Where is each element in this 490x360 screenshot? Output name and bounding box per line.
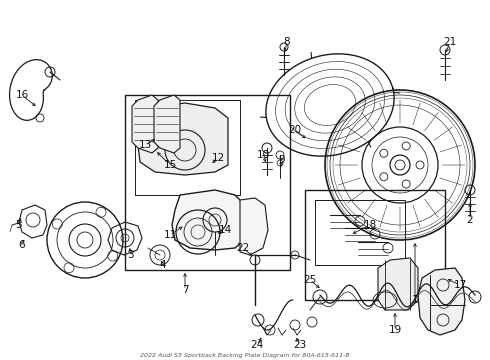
Text: 22: 22 — [236, 243, 249, 253]
Bar — [125, 95, 290, 270]
Text: 7: 7 — [182, 285, 188, 295]
Text: 24: 24 — [250, 340, 264, 350]
Polygon shape — [172, 190, 245, 250]
Text: 6: 6 — [19, 240, 25, 250]
Text: 5: 5 — [15, 220, 21, 230]
Text: 14: 14 — [219, 225, 232, 235]
Text: 3: 3 — [127, 250, 133, 260]
Polygon shape — [418, 268, 465, 335]
Bar — [135, 100, 240, 195]
Text: 2022 Audi S5 Sportback Backing Plate Diagram for 80A-615-611-B: 2022 Audi S5 Sportback Backing Plate Dia… — [140, 353, 350, 358]
Text: 1: 1 — [412, 295, 418, 305]
Polygon shape — [378, 258, 418, 310]
Polygon shape — [132, 95, 158, 153]
Text: 16: 16 — [15, 90, 28, 100]
Bar — [315, 200, 405, 265]
Text: 10: 10 — [256, 150, 270, 160]
Text: 9: 9 — [279, 155, 285, 165]
Text: 25: 25 — [303, 275, 317, 285]
Bar — [305, 190, 445, 300]
Text: 12: 12 — [211, 153, 224, 163]
Text: 17: 17 — [453, 280, 466, 290]
Text: 15: 15 — [163, 160, 176, 170]
Text: 18: 18 — [364, 220, 377, 230]
Polygon shape — [154, 95, 180, 153]
Text: 4: 4 — [160, 260, 166, 270]
Text: 13: 13 — [138, 140, 151, 150]
Polygon shape — [240, 198, 268, 255]
Text: 11: 11 — [163, 230, 176, 240]
Text: 19: 19 — [389, 325, 402, 335]
Text: 20: 20 — [289, 125, 301, 135]
Text: 8: 8 — [284, 37, 290, 47]
Text: 21: 21 — [443, 37, 457, 47]
Text: 2: 2 — [466, 215, 473, 225]
Polygon shape — [138, 103, 228, 175]
Text: 23: 23 — [294, 340, 307, 350]
